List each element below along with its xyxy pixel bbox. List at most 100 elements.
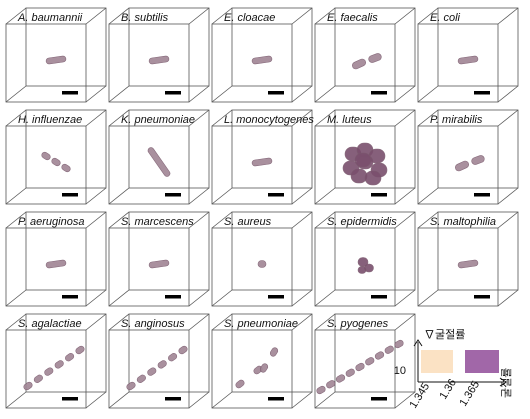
box-edge xyxy=(188,85,210,103)
panel-s-marcescens: S. marcescens xyxy=(108,211,210,307)
scale-bar xyxy=(268,295,284,299)
legend-x-axis-arrow xyxy=(499,377,507,387)
box-edge xyxy=(314,109,336,127)
box-front-face xyxy=(211,227,293,307)
legend-y-tick: 10 xyxy=(394,365,406,377)
bacterial-cell xyxy=(178,345,188,355)
scale-bar xyxy=(371,397,387,401)
box-edge xyxy=(417,85,439,103)
volume-box xyxy=(314,211,416,307)
box-front-face xyxy=(314,125,396,205)
bacterial-cell xyxy=(384,345,394,354)
box-edge xyxy=(417,7,439,25)
box-back-face xyxy=(128,211,210,291)
bacterial-cell xyxy=(45,55,67,65)
box-edge xyxy=(5,187,27,205)
bacterial-cell xyxy=(61,163,71,173)
bacterial-cell xyxy=(44,367,54,376)
box-back-face xyxy=(334,109,416,189)
box-edge xyxy=(394,313,416,331)
box-edge xyxy=(417,187,439,205)
box-edge xyxy=(85,289,107,307)
box-edge xyxy=(5,289,27,307)
panel-label: M. luteus xyxy=(327,114,372,126)
scale-bar xyxy=(268,397,284,401)
box-back-face xyxy=(334,7,416,87)
volume-box xyxy=(314,313,416,409)
box-front-face xyxy=(108,329,190,409)
box-back-face xyxy=(231,7,313,87)
scale-bar xyxy=(474,91,490,95)
box-back-face xyxy=(334,211,416,291)
volume-box xyxy=(211,211,313,307)
bacterial-cell xyxy=(457,55,479,65)
volume-box xyxy=(314,109,416,205)
scale-bar xyxy=(268,91,284,95)
box-back-face xyxy=(437,7,519,87)
bacterial-cell xyxy=(374,351,385,360)
box-edge xyxy=(5,85,27,103)
scale-bar xyxy=(165,91,181,95)
box-back-face xyxy=(128,313,210,393)
bacterial-cell xyxy=(235,379,245,389)
box-edge xyxy=(188,211,210,229)
volume-box xyxy=(108,7,210,103)
box-front-face xyxy=(5,125,87,205)
box-edge xyxy=(211,313,233,331)
box-edge xyxy=(314,391,336,409)
bacterial-cell xyxy=(257,260,267,268)
box-edge xyxy=(417,211,439,229)
box-edge xyxy=(211,109,233,127)
scale-bar xyxy=(371,193,387,197)
box-back-face xyxy=(437,211,519,291)
box-edge xyxy=(291,289,313,307)
box-front-face xyxy=(5,23,87,103)
panel-m-luteus: M. luteus xyxy=(314,109,416,205)
box-edge xyxy=(291,109,313,127)
box-edge xyxy=(314,289,336,307)
scale-bar xyxy=(165,295,181,299)
scale-bar xyxy=(371,91,387,95)
scale-bar xyxy=(268,193,284,197)
box-edge xyxy=(188,313,210,331)
bacterial-cell xyxy=(455,160,469,172)
bacterial-cell xyxy=(75,345,85,355)
box-edge xyxy=(291,313,313,331)
bacterial-cell xyxy=(148,259,170,269)
box-edge xyxy=(211,7,233,25)
panel-k-pneumoniae: K. pneumoniae xyxy=(108,109,210,205)
box-edge xyxy=(497,85,519,103)
box-edge xyxy=(394,391,416,409)
box-front-face xyxy=(417,125,499,205)
box-edge xyxy=(394,7,416,25)
bacterial-cell xyxy=(457,259,479,269)
bacterial-cell xyxy=(126,381,136,391)
box-front-face xyxy=(5,227,87,307)
box-edge xyxy=(394,85,416,103)
bacterial-cell xyxy=(357,266,367,274)
box-edge xyxy=(497,187,519,205)
box-back-face xyxy=(334,313,416,393)
box-edge xyxy=(108,187,130,205)
box-edge xyxy=(85,85,107,103)
panel-l-monocytogenes: L. monocytogenes xyxy=(211,109,314,205)
legend-x-axis-label: 굴절률 xyxy=(500,368,513,398)
panel-label: S. anginosus xyxy=(121,318,185,330)
box-edge xyxy=(394,187,416,205)
bacterial-cell xyxy=(335,374,346,383)
box-back-face xyxy=(25,7,107,87)
box-edge xyxy=(188,289,210,307)
box-edge xyxy=(291,187,313,205)
bacterial-cell xyxy=(259,363,269,373)
volume-box xyxy=(5,211,107,307)
scale-bar xyxy=(165,193,181,197)
legend-x-tick-2: 1.36 xyxy=(437,377,459,402)
box-edge xyxy=(108,313,130,331)
box-edge xyxy=(108,7,130,25)
bacterial-cell xyxy=(471,155,485,165)
legend-x-tick-3: 1.365 xyxy=(457,379,482,409)
volume-box xyxy=(314,7,416,103)
box-edge xyxy=(188,391,210,409)
box-edge xyxy=(85,109,107,127)
bacterial-cell xyxy=(352,58,366,70)
